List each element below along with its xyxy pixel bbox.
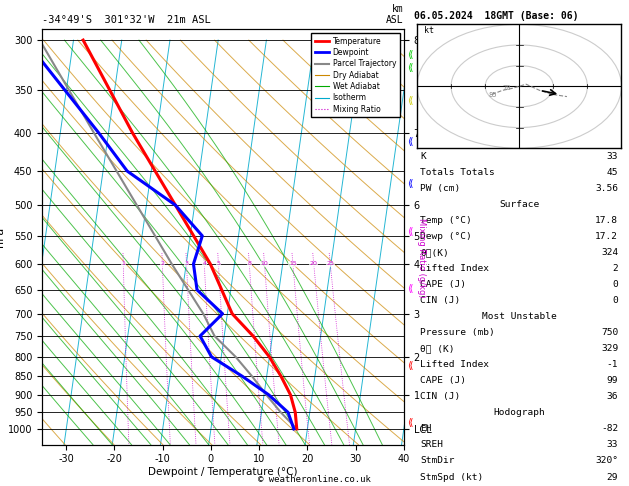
Text: ⟪: ⟪	[407, 96, 413, 106]
Text: 29: 29	[607, 472, 618, 482]
Text: CIN (J): CIN (J)	[420, 296, 460, 305]
Text: 10: 10	[260, 261, 269, 266]
Text: 750: 750	[601, 328, 618, 337]
Text: 5: 5	[216, 261, 220, 266]
Text: Temp (°C): Temp (°C)	[420, 216, 472, 225]
Text: 99: 99	[607, 376, 618, 385]
Text: kt: kt	[424, 26, 434, 35]
Text: 0: 0	[613, 280, 618, 289]
X-axis label: Dewpoint / Temperature (°C): Dewpoint / Temperature (°C)	[148, 467, 298, 477]
Text: 33: 33	[607, 152, 618, 161]
Text: ⟪: ⟪	[407, 179, 413, 189]
Text: -1: -1	[607, 360, 618, 369]
Text: -34°49'S  301°32'W  21m ASL: -34°49'S 301°32'W 21m ASL	[42, 15, 211, 25]
Text: θᴄ(K): θᴄ(K)	[420, 248, 449, 257]
Text: 36: 36	[607, 392, 618, 401]
Text: 329: 329	[601, 344, 618, 353]
Text: 3.56: 3.56	[595, 184, 618, 193]
Text: Dewp (°C): Dewp (°C)	[420, 232, 472, 241]
Text: 8: 8	[247, 261, 251, 266]
Text: ⟪: ⟪	[407, 284, 413, 294]
Text: 3: 3	[184, 261, 189, 266]
Text: -82: -82	[601, 424, 618, 434]
Text: ⟪: ⟪	[407, 361, 413, 371]
Text: ⟪: ⟪	[407, 50, 413, 60]
Text: Totals Totals: Totals Totals	[420, 168, 495, 177]
Text: 2: 2	[613, 264, 618, 273]
Text: 17.8: 17.8	[595, 216, 618, 225]
Text: θᴄ (K): θᴄ (K)	[420, 344, 455, 353]
Text: StmSpd (kt): StmSpd (kt)	[420, 472, 484, 482]
Text: Pressure (mb): Pressure (mb)	[420, 328, 495, 337]
Text: 33: 33	[607, 440, 618, 450]
Text: Most Unstable: Most Unstable	[482, 312, 557, 321]
Text: Lifted Index: Lifted Index	[420, 264, 489, 273]
Legend: Temperature, Dewpoint, Parcel Trajectory, Dry Adiabat, Wet Adiabat, Isotherm, Mi: Temperature, Dewpoint, Parcel Trajectory…	[311, 33, 400, 117]
Text: 0: 0	[613, 296, 618, 305]
Text: © weatheronline.co.uk: © weatheronline.co.uk	[258, 474, 371, 484]
Text: 324: 324	[601, 248, 618, 257]
Text: 15: 15	[289, 261, 297, 266]
Text: CIN (J): CIN (J)	[420, 392, 460, 401]
Text: Hodograph: Hodograph	[493, 408, 545, 417]
Text: EH: EH	[420, 424, 431, 434]
Text: 1: 1	[121, 261, 125, 266]
Text: Mixing Ratio (g/kg): Mixing Ratio (g/kg)	[417, 218, 426, 297]
Text: 85: 85	[489, 91, 497, 98]
Text: K: K	[420, 152, 426, 161]
Text: CAPE (J): CAPE (J)	[420, 280, 466, 289]
Text: ⟪: ⟪	[407, 63, 413, 73]
Text: 45: 45	[607, 168, 618, 177]
Text: 25: 25	[326, 261, 334, 266]
Text: 320°: 320°	[595, 456, 618, 466]
Text: 2: 2	[160, 261, 164, 266]
Text: PW (cm): PW (cm)	[420, 184, 460, 193]
Text: 06.05.2024  18GMT (Base: 06): 06.05.2024 18GMT (Base: 06)	[414, 11, 579, 21]
Text: 17.2: 17.2	[595, 232, 618, 241]
Text: CAPE (J): CAPE (J)	[420, 376, 466, 385]
Text: Surface: Surface	[499, 200, 539, 209]
Text: km
ASL: km ASL	[386, 4, 404, 25]
Text: 70: 70	[502, 86, 511, 91]
Text: ⟪: ⟪	[407, 418, 413, 428]
Y-axis label: hPa: hPa	[0, 227, 5, 247]
Text: ⟪: ⟪	[407, 227, 413, 237]
Y-axis label: Mixing Ratio (g/kg): Mixing Ratio (g/kg)	[0, 485, 1, 486]
Text: Lifted Index: Lifted Index	[420, 360, 489, 369]
Text: SREH: SREH	[420, 440, 443, 450]
Text: ⟪: ⟪	[407, 137, 413, 147]
Text: 4: 4	[203, 261, 206, 266]
Text: 20: 20	[310, 261, 318, 266]
Text: StmDir: StmDir	[420, 456, 455, 466]
